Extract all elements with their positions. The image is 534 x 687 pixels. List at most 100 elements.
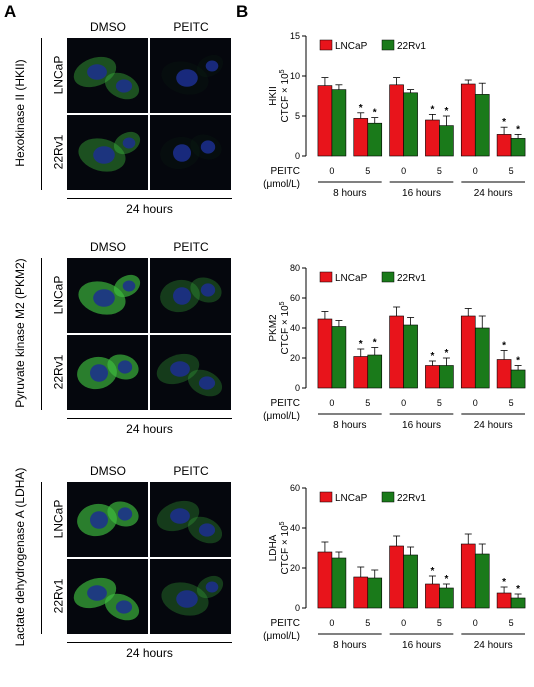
micrograph-22rv1-peitc bbox=[150, 559, 231, 634]
y-axis-label: LDHA bbox=[268, 534, 279, 561]
significance-marker: * bbox=[444, 106, 448, 117]
group-bracket bbox=[41, 258, 42, 410]
y-tick-label: 80 bbox=[290, 263, 300, 273]
bar-lncap bbox=[353, 356, 369, 389]
time-underline bbox=[67, 198, 232, 199]
column-header-peitc: PEITC bbox=[173, 20, 209, 34]
time-underline bbox=[67, 642, 232, 643]
y-axis-label-exponent: 5 bbox=[279, 301, 286, 305]
bar-lncap bbox=[425, 365, 440, 389]
bar-22rv1 bbox=[510, 138, 526, 157]
chart-svg: 0 20 40 60 80 PKM2 CTCF × 105 0 * * 5 0 * * 5 0 * * 5 LNCaP… bbox=[263, 263, 526, 431]
legend-swatch-lncap bbox=[319, 39, 333, 51]
y-tick-label: 60 bbox=[290, 483, 300, 493]
peitc-label: PEITC bbox=[271, 398, 300, 409]
y-tick-label: 10 bbox=[290, 71, 300, 81]
legend-swatch-22rv1 bbox=[381, 39, 395, 51]
y-tick-label: 40 bbox=[290, 523, 300, 533]
group-label: 16 hours bbox=[402, 640, 441, 651]
micrograph-lncap-dmso bbox=[67, 38, 148, 113]
peitc-label: PEITC bbox=[271, 166, 300, 177]
significance-marker: * bbox=[430, 566, 434, 577]
significance-marker: * bbox=[359, 339, 363, 350]
y-tick-label: 5 bbox=[295, 111, 300, 121]
significance-marker: * bbox=[373, 108, 377, 119]
row-label-lncap: LNCaP bbox=[51, 55, 66, 95]
y-axis-label: PKM2 bbox=[268, 314, 279, 342]
legend-swatch-lncap bbox=[319, 491, 333, 503]
chart-svg: 0 20 40 60 LDHA CTCF × 105 0 5 0 * * 5 0 * * 5 LNCaP 22Rv… bbox=[263, 483, 526, 651]
group-label: 16 hours bbox=[402, 420, 441, 431]
group-label: 8 hours bbox=[333, 188, 366, 199]
unit-label: (μmol/L) bbox=[263, 179, 300, 190]
significance-marker: * bbox=[516, 584, 520, 595]
micrograph-22rv1-peitc bbox=[150, 115, 231, 190]
y-axis-label-unit: CTCF × 105 bbox=[279, 301, 291, 354]
bar-22rv1 bbox=[331, 557, 347, 609]
y-axis-label-unit: CTCF × 105 bbox=[279, 521, 291, 574]
significance-marker: * bbox=[444, 574, 448, 585]
dose-label: 0 bbox=[329, 618, 334, 628]
bar-lncap bbox=[496, 359, 512, 389]
y-tick-label: 0 bbox=[295, 151, 300, 161]
micrograph-22rv1-peitc bbox=[150, 335, 231, 410]
bar-lncap bbox=[389, 84, 404, 157]
group-label: 24 hours bbox=[474, 420, 513, 431]
bar-22rv1 bbox=[474, 327, 490, 389]
legend-label: 22Rv1 bbox=[397, 493, 426, 504]
legend-swatch-22rv1 bbox=[381, 271, 395, 283]
unit-label: (μmol/L) bbox=[263, 411, 300, 422]
significance-marker: * bbox=[516, 356, 520, 367]
row-label-22rv1: 22Rv1 bbox=[51, 578, 66, 614]
bar-22rv1 bbox=[439, 587, 454, 609]
bar-lncap bbox=[425, 583, 440, 609]
dose-label: 0 bbox=[401, 398, 406, 408]
legend-label: LNCaP bbox=[335, 41, 368, 52]
bar-22rv1 bbox=[403, 554, 418, 609]
protein-label: Pyruvate kinase M2 (PKM2) bbox=[13, 258, 27, 408]
y-tick-label: 40 bbox=[290, 323, 300, 333]
group-bracket bbox=[41, 482, 42, 634]
significance-marker: * bbox=[359, 103, 363, 114]
bar-22rv1 bbox=[439, 365, 454, 389]
bar-lncap bbox=[425, 119, 440, 157]
bar-lncap bbox=[353, 576, 369, 609]
significance-marker: * bbox=[430, 104, 434, 115]
dose-label: 0 bbox=[401, 618, 406, 628]
bar-22rv1 bbox=[367, 577, 383, 609]
bar-lncap bbox=[317, 551, 333, 609]
micrograph-lncap-peitc bbox=[150, 258, 231, 333]
legend-label: 22Rv1 bbox=[397, 41, 426, 52]
significance-marker: * bbox=[516, 124, 520, 135]
micrograph-22rv1-dmso bbox=[67, 559, 148, 634]
bar-lncap bbox=[353, 118, 369, 157]
dose-label: 5 bbox=[365, 618, 370, 628]
bar-22rv1 bbox=[510, 597, 526, 609]
bar-lncap bbox=[460, 315, 476, 389]
legend-label: LNCaP bbox=[335, 273, 368, 284]
time-label: 24 hours bbox=[126, 422, 173, 436]
group-bracket bbox=[41, 38, 42, 190]
dose-label: 0 bbox=[329, 398, 334, 408]
significance-marker: * bbox=[430, 351, 434, 362]
protein-label: Lactate dehydrogenase A (LDHA) bbox=[13, 467, 27, 647]
chart-svg: 0 5 10 15 HKII CTCF × 105 0 * * 5 0 * * 5 0 * * 5 LNCaP 22R… bbox=[263, 31, 526, 199]
row-label-22rv1: 22Rv1 bbox=[51, 134, 66, 170]
bar-22rv1 bbox=[367, 122, 383, 157]
y-axis-label-exponent: 5 bbox=[279, 69, 286, 73]
y-tick-label: 20 bbox=[290, 563, 300, 573]
panel-a-label: A bbox=[4, 2, 17, 21]
bar-chart-hkii: 0 5 10 15 HKII CTCF × 105 0 * * 5 0 * * 5 0 * * 5 LNCaP 22R… bbox=[236, 30, 532, 235]
dose-label: 5 bbox=[437, 398, 442, 408]
y-tick-label: 0 bbox=[295, 383, 300, 393]
bar-lncap bbox=[460, 83, 476, 157]
bar-22rv1 bbox=[510, 369, 526, 389]
significance-marker: * bbox=[444, 348, 448, 359]
column-header-dmso: DMSO bbox=[90, 20, 126, 34]
bar-lncap bbox=[496, 592, 512, 609]
panel-b-label: B bbox=[236, 2, 249, 21]
bar-22rv1 bbox=[403, 92, 418, 157]
dose-label: 0 bbox=[401, 166, 406, 176]
row-label-lncap: LNCaP bbox=[51, 499, 66, 539]
bar-22rv1 bbox=[403, 324, 418, 389]
